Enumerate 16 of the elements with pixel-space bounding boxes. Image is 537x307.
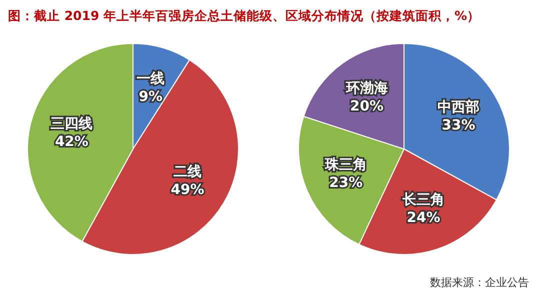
data-label: 23%: [329, 174, 363, 191]
data-label: 24%: [406, 210, 440, 226]
slice-label: 长三角: [402, 192, 445, 208]
data-label: 33%: [442, 117, 476, 134]
slice-label: 一线: [136, 70, 165, 87]
data-label: 42%: [54, 134, 88, 150]
slice-label: 环渤海: [344, 80, 388, 96]
data-label: 49%: [170, 182, 204, 198]
slice-label: 二线: [173, 164, 202, 180]
chart-title: 图：截止 2019 年上半年百强房企总土储能级、区域分布情况（按建筑面积，%）: [8, 8, 482, 25]
data-label: 20%: [350, 98, 384, 114]
slice-label: 三四线: [50, 116, 93, 132]
source-note: 数据来源：企业公告: [429, 275, 529, 290]
data-label: 9%: [138, 88, 163, 105]
slice-label: 中西部: [437, 98, 480, 116]
slice-label: 珠三角: [324, 156, 367, 173]
